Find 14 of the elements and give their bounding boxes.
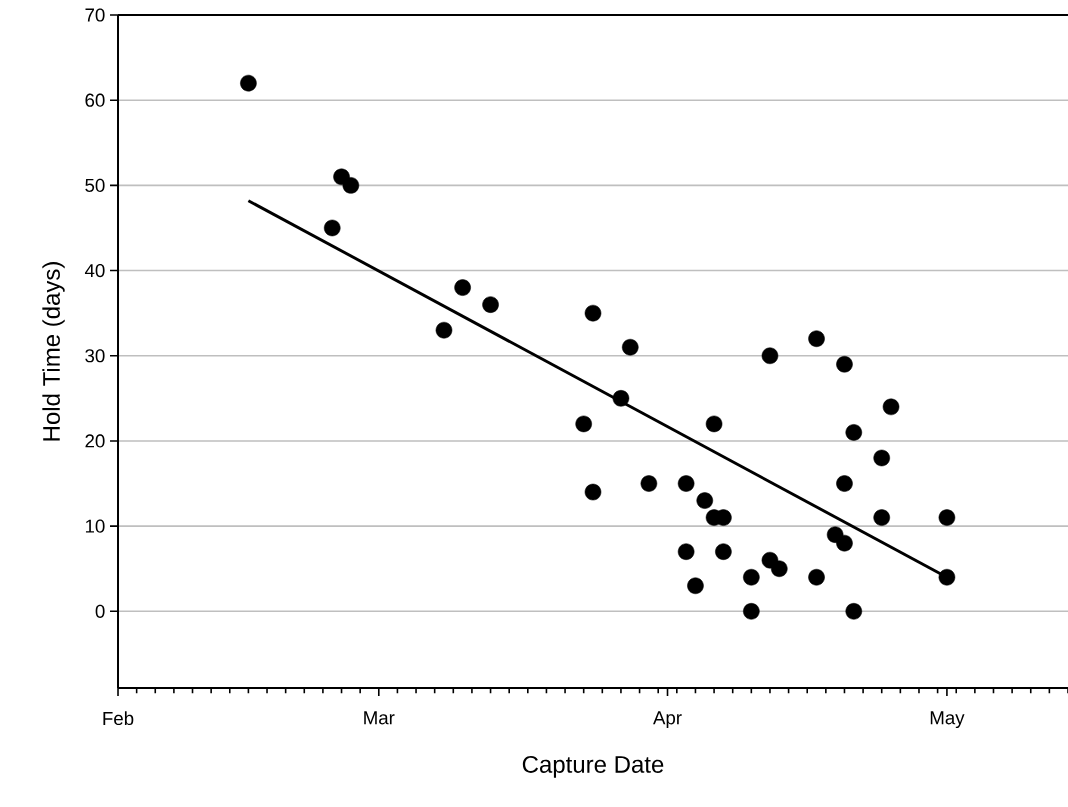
x-tick-label: Apr	[653, 711, 682, 729]
y-tick-label: 40	[84, 263, 105, 278]
y-tick-label: 20	[85, 434, 105, 448]
x-tick-label: Mar	[364, 711, 395, 725]
y-tick-label: 50	[85, 178, 105, 192]
y-tick-label: 0	[95, 604, 105, 618]
y-tick-label: 10	[85, 519, 105, 533]
y-tick-label: 60	[85, 93, 105, 107]
y-tick-label: 30	[85, 349, 105, 363]
y-axis-title: Hold Time (days)	[42, 262, 65, 441]
x-tick-label: May	[930, 711, 965, 729]
y-tick-label: 70	[85, 8, 105, 22]
x-axis-title: Capture Date	[522, 755, 664, 778]
x-tick-label: Feb	[103, 711, 134, 726]
